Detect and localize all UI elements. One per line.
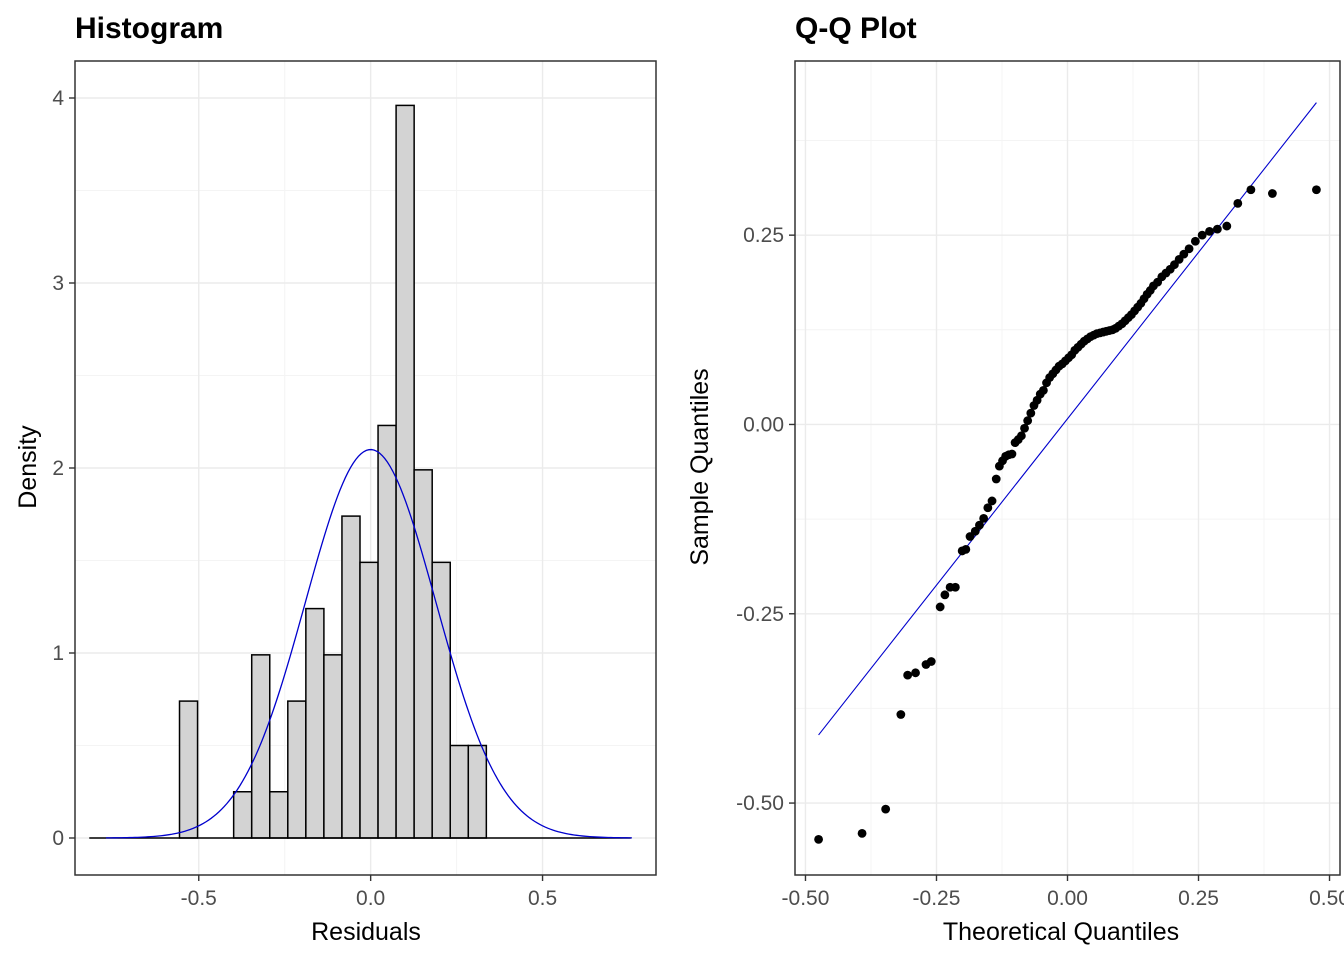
histogram-bar	[467, 744, 488, 839]
histogram-gridlines	[75, 61, 656, 875]
qq-plot-y-tick-label: 0.00	[743, 413, 784, 436]
qq-point	[983, 503, 993, 513]
qq-point	[1184, 244, 1194, 254]
qq-point	[961, 545, 971, 554]
histogram-bar	[323, 654, 343, 839]
qq-point	[1026, 408, 1036, 418]
qq-plot-x-ticks: -0.50 -0.25 0.00 0.25 0.50	[782, 875, 1344, 910]
histogram-bar	[449, 744, 470, 839]
qq-plot-x-tick-label: 0.25	[1178, 887, 1219, 910]
histogram-x-tick-label: -0.5	[181, 887, 217, 910]
histogram-x-axis-label: Residuals	[311, 918, 421, 946]
qq-plot-gridlines	[795, 61, 1340, 875]
qq-point	[1020, 423, 1029, 433]
qq-point	[1190, 236, 1200, 246]
histogram-title: Histogram	[75, 12, 223, 45]
qq-plot-y-tick-label: -0.25	[736, 603, 784, 626]
histogram-bar	[305, 607, 325, 839]
qq-point	[896, 710, 906, 719]
histogram-x-tick-label: 0.0	[356, 887, 385, 910]
histogram-y-tick-label: 3	[52, 272, 64, 295]
qq-plot-x-tick-label: -0.50	[782, 887, 830, 910]
qq-plot-panel: Q-Q Plot -0.50-0.250.000.250.50 -0.50-0.…	[686, 12, 1344, 946]
qq-points	[814, 185, 1321, 844]
histogram-bar	[269, 791, 289, 839]
qq-plot-x-tick-label: -0.25	[913, 887, 961, 910]
qq-point	[1023, 416, 1033, 426]
qq-point	[1007, 449, 1017, 459]
qq-plot-x-axis-label: Theoretical Quantiles	[943, 918, 1179, 946]
histogram-x-ticks: -0.5 0.0 0.5	[181, 875, 557, 910]
histogram-y-tick-label: 2	[52, 457, 64, 480]
qq-point	[975, 520, 984, 530]
histogram-bar	[431, 561, 451, 839]
histogram-bar	[341, 515, 361, 839]
qq-point	[1233, 198, 1243, 208]
qq-point	[987, 496, 997, 506]
qq-plot-x-tick-label: 0.00	[1047, 887, 1088, 910]
qq-point	[1038, 385, 1048, 395]
histogram-bar	[413, 469, 433, 839]
qq-point	[1222, 221, 1232, 231]
histogram-bar	[178, 700, 199, 839]
qq-point	[1267, 189, 1277, 198]
qq-point	[1205, 226, 1214, 236]
qq-point	[1312, 185, 1321, 195]
histogram-bar	[377, 424, 397, 839]
qq-point	[979, 513, 989, 523]
qq-plot-title: Q-Q Plot	[795, 12, 917, 45]
histogram-bar	[359, 561, 379, 839]
qq-point	[814, 835, 823, 844]
histogram-y-axis-label: Density	[14, 425, 42, 509]
qq-plot-y-ticks: -0.50 -0.25 0.00 0.25	[736, 224, 795, 815]
qq-reference-line	[818, 102, 1317, 736]
qq-point	[926, 657, 936, 666]
qq-plot-y-tick-label: -0.50	[736, 792, 784, 815]
histogram-x-tick-label: 0.5	[528, 887, 557, 910]
histogram-bar	[287, 700, 307, 839]
qq-plot-y-tick-label: 0.25	[743, 224, 784, 247]
histogram-bar	[395, 104, 415, 839]
histogram-y-ticks: 0 1 2 3 4	[52, 87, 75, 850]
histogram-bar	[250, 654, 271, 839]
histogram-panel: Histogram -0.5 0.0 0.5 0 1 2 3 4 Residuals Den…	[14, 12, 657, 946]
qq-point	[911, 668, 920, 678]
qq-point	[881, 804, 891, 814]
histogram-bars	[178, 104, 488, 839]
histogram-bar	[232, 791, 253, 839]
qq-point	[950, 582, 960, 592]
qq-point	[857, 828, 867, 838]
qq-plot-x-tick-label: 0.50	[1309, 887, 1344, 910]
histogram-y-tick-label: 0	[52, 827, 64, 850]
qq-point	[1197, 230, 1207, 240]
qq-point	[940, 590, 950, 600]
normal-density-curve	[105, 448, 632, 839]
qq-point	[903, 670, 913, 680]
histogram-y-tick-label: 4	[52, 87, 64, 110]
qq-point	[1212, 224, 1222, 234]
qq-point	[991, 474, 1001, 484]
qq-point	[1246, 185, 1256, 195]
histogram-y-tick-label: 1	[52, 642, 64, 665]
qq-point	[1016, 431, 1026, 441]
qq-point	[935, 602, 945, 612]
qq-plot-y-axis-label: Sample Quantiles	[686, 368, 714, 565]
